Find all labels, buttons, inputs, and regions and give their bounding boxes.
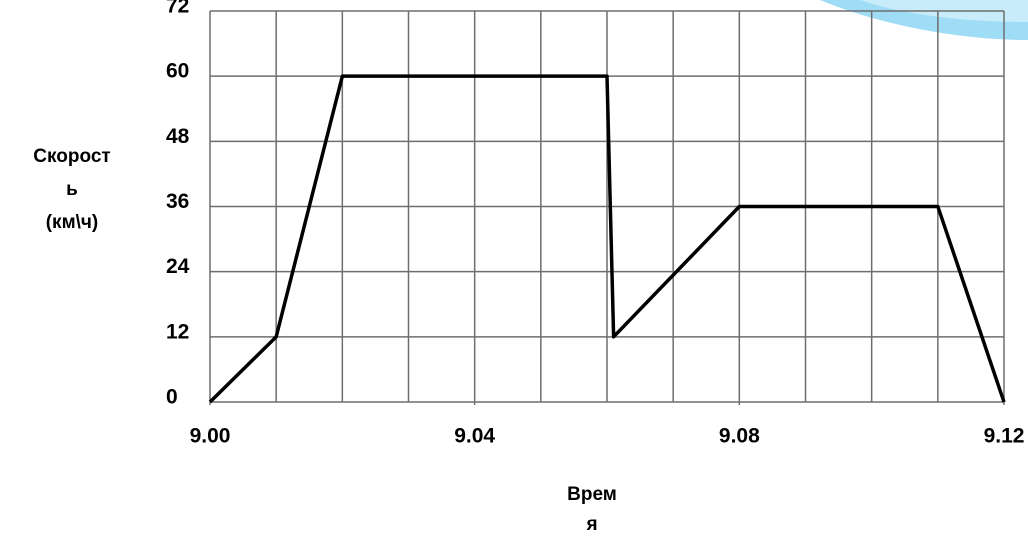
- x-axis-label: я: [585, 514, 597, 535]
- y-tick-label: 0: [166, 386, 178, 409]
- y-tick-label: 48: [166, 125, 190, 148]
- x-tick-label: 9.12: [984, 425, 1025, 448]
- x-tick-label: 9.00: [190, 425, 231, 448]
- x-tick-label: 9.04: [454, 425, 495, 448]
- y-tick-label: 12: [166, 320, 189, 343]
- data-line: [208, 74, 1006, 404]
- x-axis-label: Врем: [567, 484, 617, 505]
- y-axis-label: Скорост: [33, 146, 110, 167]
- y-tick-label: 72: [166, 0, 189, 18]
- y-tick-label: 60: [166, 60, 189, 83]
- y-axis-label: ь: [66, 179, 78, 200]
- x-tick-label: 9.08: [719, 425, 760, 448]
- y-axis-label: (км\ч): [46, 212, 99, 233]
- y-tick-label: 24: [166, 255, 190, 278]
- y-tick-label: 36: [166, 190, 189, 213]
